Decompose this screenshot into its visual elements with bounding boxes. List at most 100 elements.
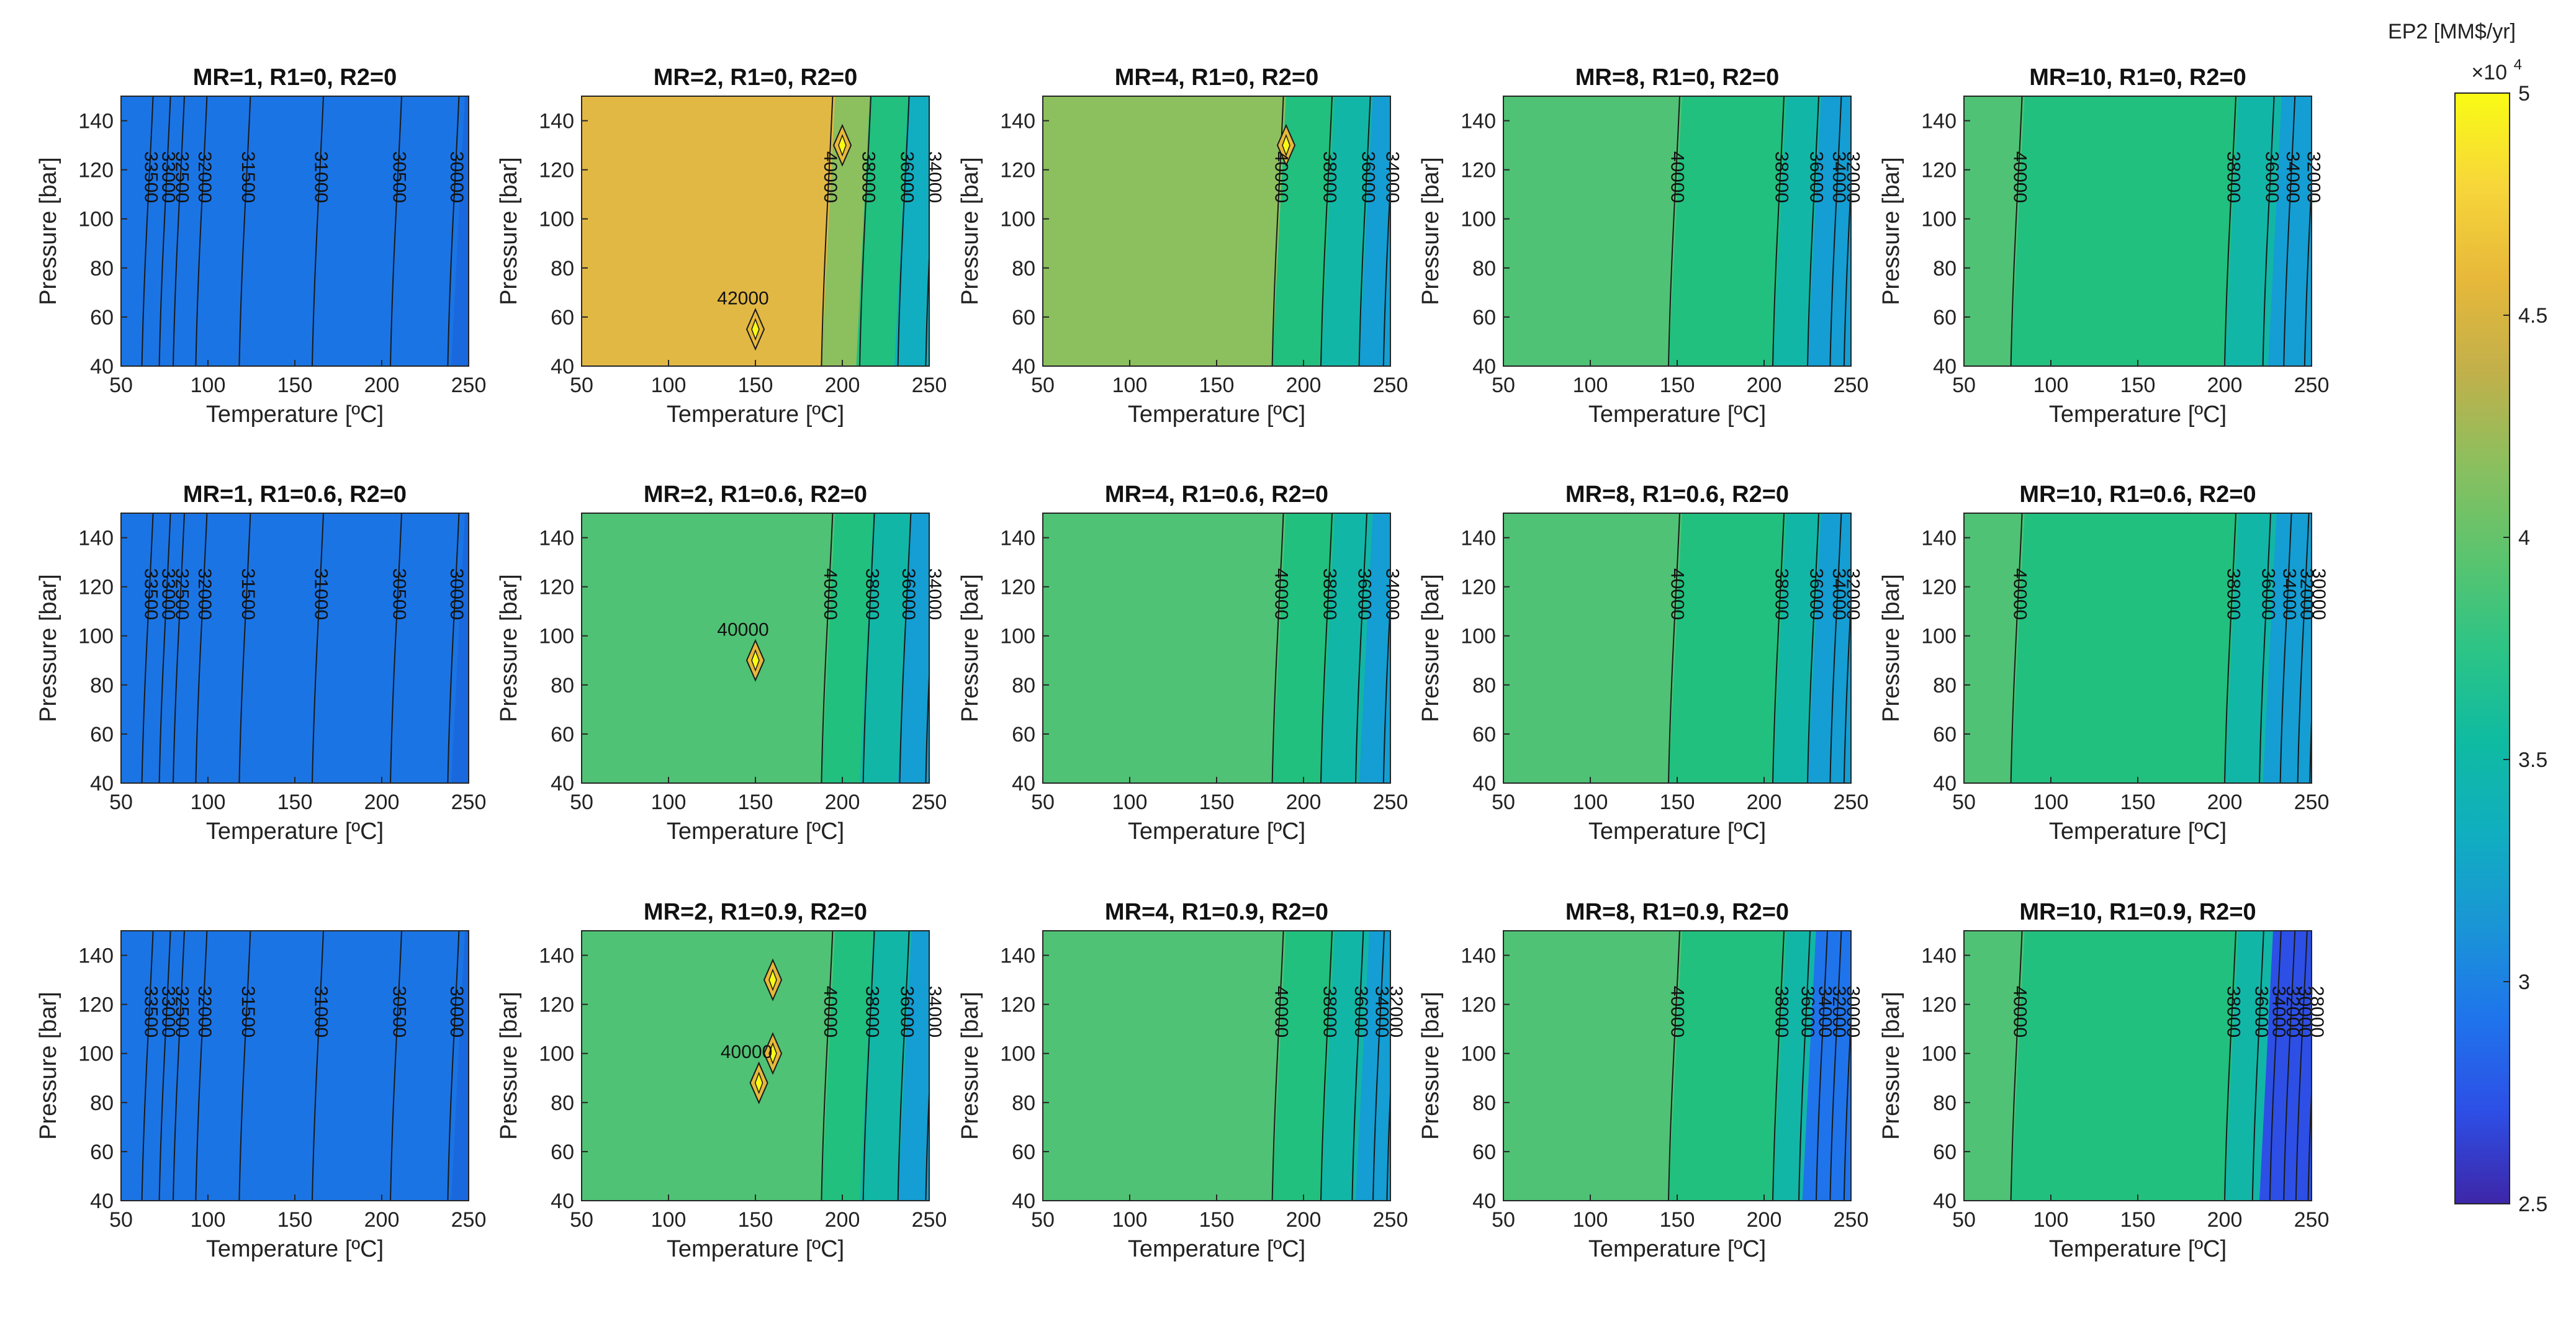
contour-fill (121, 513, 469, 783)
x-axis-label: Temperature [ºC] (1128, 401, 1305, 428)
contour-label: 32000 (1385, 986, 1406, 1037)
contour-line (158, 96, 171, 366)
contour-line (897, 931, 910, 1201)
contour-label: 28000 (2307, 986, 2327, 1037)
feature-label: 40000 (717, 619, 768, 640)
y-tick-label: 40 (90, 1190, 114, 1213)
contour-fill (121, 96, 469, 366)
contour-label: 40000 (820, 151, 840, 203)
x-tick-label: 100 (2033, 1208, 2069, 1232)
contour-label: 34000 (924, 986, 945, 1037)
y-tick-label: 120 (1000, 159, 1035, 182)
x-axis-label: Temperature [ºC] (206, 1236, 384, 1262)
contour-label: 36000 (1806, 568, 1827, 620)
colorbar-gradient (2454, 92, 2510, 1204)
x-tick-label: 200 (825, 791, 860, 814)
y-tick-label: 100 (539, 208, 574, 231)
subplot-title: MR=1, R1=0.6, R2=0 (183, 482, 407, 508)
contour-line (2010, 513, 2023, 783)
contour-label: 31000 (311, 986, 331, 1037)
y-axis-label: Pressure [bar] (496, 157, 522, 305)
colorbar-title: EP2 [MM$/yr] (2388, 20, 2516, 43)
contour-label: 34000 (924, 568, 945, 620)
contour-fill (1043, 931, 1390, 1201)
contour-label: 36000 (1358, 151, 1378, 203)
subplot-3-2: 40000 38000 36000 34000 40000 50 100 150 200 250 4… (496, 899, 947, 1262)
contour-line (1386, 1078, 1390, 1201)
subplot-title: MR=10, R1=0.6, R2=0 (2019, 482, 2256, 508)
fill-region (1669, 513, 1811, 783)
x-tick-label: 200 (364, 374, 400, 397)
subplot-2-3: 40000 38000 36000 34000 50 100 150 200 250 40 60 80… (957, 482, 1408, 845)
y-tick-label: 60 (1472, 723, 1496, 746)
contour-label: 30000 (446, 151, 467, 203)
y-tick-label: 120 (539, 993, 574, 1017)
contour-label: 33500 (140, 568, 161, 620)
y-tick-label: 80 (1472, 674, 1496, 697)
contour-fill (582, 513, 929, 783)
contour-label: 31000 (311, 151, 331, 203)
x-tick-label: 100 (651, 374, 687, 397)
y-tick-label: 80 (1012, 1091, 1035, 1115)
y-tick-label: 100 (78, 625, 114, 648)
x-tick-label: 200 (364, 791, 400, 814)
fill-region (1669, 931, 1811, 1201)
y-tick-label: 40 (551, 772, 574, 795)
x-tick-label: 250 (1373, 1208, 1408, 1232)
contour-label: 36000 (896, 986, 917, 1037)
contour-line (173, 931, 185, 1201)
contour-line (2224, 931, 2236, 1201)
fill-region (898, 931, 929, 1201)
y-tick-label: 100 (1461, 1042, 1496, 1066)
contour-line (1843, 589, 1851, 783)
contour-line (1772, 931, 1785, 1201)
contour-label: 32500 (172, 568, 192, 620)
contour-label: 40000 (1667, 151, 1688, 203)
contour-label: 30500 (389, 568, 410, 620)
y-tick-label: 140 (1000, 944, 1035, 968)
colorbar-tick-label: 5 (2518, 82, 2530, 105)
contour-label: 36000 (1354, 568, 1375, 620)
contour-line (1843, 172, 1851, 366)
subplot-title: MR=2, R1=0.6, R2=0 (644, 482, 867, 508)
contour-label: 38000 (862, 986, 882, 1037)
contour-line (312, 513, 324, 783)
y-tick-label: 120 (539, 576, 574, 599)
x-axis-label: Temperature [ºC] (667, 401, 844, 428)
contour-label: 38000 (2223, 568, 2244, 620)
y-tick-label: 100 (1000, 208, 1035, 231)
contour-line (821, 513, 834, 783)
contour-line (925, 1078, 929, 1201)
fill-region (1669, 96, 1811, 366)
y-axis-label: Pressure [bar] (496, 992, 522, 1140)
contour-line (1807, 513, 1819, 783)
contour-label: 40000 (2009, 151, 2030, 203)
y-axis-label: Pressure [bar] (957, 574, 983, 722)
y-tick-label: 60 (1933, 723, 1957, 746)
y-tick-label: 40 (1012, 1190, 1035, 1213)
x-tick-label: 100 (2033, 791, 2069, 814)
contour-label: 32000 (1829, 986, 1849, 1037)
contour-fill (1503, 931, 1851, 1201)
contour-peak-core (768, 968, 777, 992)
y-axis-label: Pressure [bar] (35, 992, 61, 1140)
contour-line (158, 513, 171, 783)
fill-region (898, 513, 929, 783)
contour-label: 33500 (140, 986, 161, 1037)
y-tick-label: 120 (78, 993, 114, 1017)
contour-label: 31500 (238, 986, 258, 1037)
contour-label: 38000 (1772, 568, 1792, 620)
x-tick-label: 100 (1112, 374, 1148, 397)
contour-fill (1964, 96, 2312, 366)
contour-label: 40000 (820, 986, 840, 1037)
y-tick-label: 60 (1012, 306, 1035, 329)
colorbar-tick-label: 3.5 (2518, 748, 2547, 772)
x-axis-label: Temperature [ºC] (1588, 1236, 1766, 1262)
x-tick-label: 50 (1952, 1208, 1976, 1232)
y-tick-label: 40 (90, 355, 114, 379)
contour-line (2309, 703, 2312, 783)
y-tick-label: 120 (1000, 576, 1035, 599)
